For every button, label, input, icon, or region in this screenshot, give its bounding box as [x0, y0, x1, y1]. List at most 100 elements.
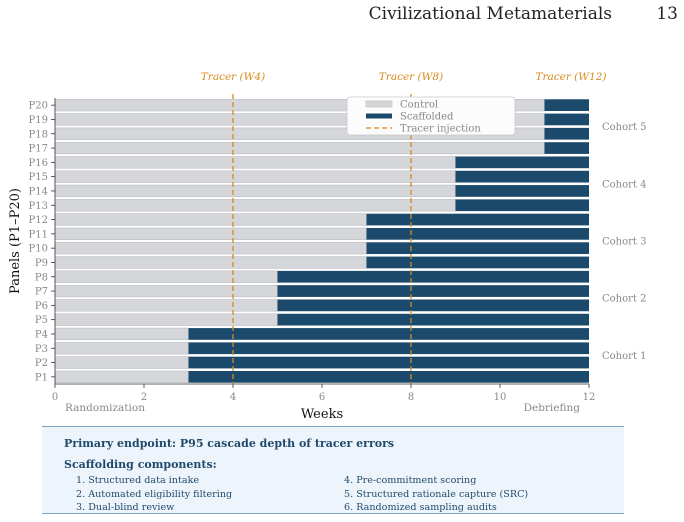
y-tick-label: P3 [35, 344, 48, 355]
cohort-label: Cohort 5 [602, 122, 646, 133]
scaffolded-bar [544, 127, 589, 140]
legend-label: Tracer injection [400, 124, 481, 135]
cohort-label: Cohort 3 [602, 237, 646, 248]
control-bar [54, 241, 367, 255]
components-heading: Scaffolding components: [64, 458, 217, 471]
control-bar [54, 356, 189, 369]
y-tick-label: P8 [35, 272, 48, 283]
scaffolded-bar [277, 299, 589, 312]
scaffolded-bar [544, 99, 589, 112]
scaffolded-bar [455, 156, 589, 169]
control-bar [54, 141, 545, 155]
bars [54, 98, 589, 384]
y-tick-label: P19 [29, 115, 48, 126]
control-bar [54, 156, 456, 169]
y-tick-label: P2 [35, 358, 48, 369]
cohort-label: Cohort 2 [602, 294, 646, 305]
phase-label-start: Randomization [65, 402, 145, 414]
control-bar [54, 299, 278, 312]
cohort-label: Cohort 4 [602, 179, 646, 190]
control-bar [54, 342, 189, 355]
control-bar [54, 256, 367, 269]
y-tick-label: P10 [29, 244, 48, 255]
tracer-label: Tracer (W4) [201, 71, 265, 83]
component-item: 5. Structured rationale capture (SRC) [344, 488, 529, 500]
component-item: 4. Pre-commitment scoring [344, 475, 477, 486]
scaffolded-bar [455, 199, 589, 212]
scaffolded-bar [366, 242, 589, 255]
control-bar [54, 313, 278, 326]
x-tick-label: 8 [408, 392, 414, 403]
tracer-labels: Tracer (W4) Tracer (W8) Tracer (W12) [201, 71, 607, 83]
y-tick-label: P11 [29, 229, 48, 240]
y-tick-label: P16 [29, 158, 48, 169]
tracer-label: Tracer (W8) [379, 71, 443, 83]
scaffolded-bar [277, 313, 589, 326]
control-bar [54, 370, 189, 384]
scaffolded-bar [455, 170, 589, 183]
scaffolded-bar [188, 328, 589, 340]
y-tick-label: P20 [29, 101, 48, 112]
legend-swatch-control [365, 100, 393, 108]
study-info-box: Primary endpoint: P95 cascade depth of t… [42, 426, 624, 514]
page-header: Civilizational Metamaterials 13 [0, 0, 684, 30]
y-tick-label: P5 [35, 315, 48, 326]
scaffolded-bar [544, 142, 589, 154]
phase-label-end: Debriefing [524, 402, 581, 414]
y-tick-label: P6 [35, 301, 48, 312]
y-tick-label: P9 [35, 258, 48, 269]
legend-label: Scaffolded [400, 112, 454, 123]
x-axis-title: Weeks [301, 407, 343, 422]
x-tick-label: 12 [583, 392, 596, 403]
control-bar [54, 327, 189, 341]
x-tick-label: 6 [319, 392, 325, 403]
scaffolded-bar [188, 356, 589, 369]
primary-endpoint: Primary endpoint: P95 cascade depth of t… [64, 437, 395, 450]
control-bar [54, 284, 278, 298]
axes: 0 2 4 6 8 10 12 P1 P2 P3 P4 P5 P6 P7 P8 P9 P10 P11 P12 P13 P… [8, 98, 595, 422]
y-tick-label: P4 [35, 329, 48, 340]
scaffolded-bar [188, 342, 589, 355]
running-title: Civilizational Metamaterials [368, 4, 612, 24]
scaffolded-bar [455, 185, 589, 197]
y-tick-label: P7 [35, 287, 48, 298]
control-bar [54, 184, 456, 198]
y-tick-label: P17 [29, 144, 48, 155]
component-item: 2. Automated eligibility filtering [76, 488, 233, 500]
scaffolded-bar [277, 285, 589, 297]
legend-swatch-scaffolded [366, 113, 392, 119]
component-item: 6. Randomized sampling audits [344, 502, 497, 513]
y-tick-label: P14 [29, 186, 48, 197]
x-tick-label: 4 [230, 392, 236, 403]
x-tick-label: 0 [52, 392, 58, 403]
panel-timeline-chart: Tracer (W4) Tracer (W8) Tracer (W12) 0 2 4 6 8… [8, 71, 646, 422]
scaffolded-bar [366, 256, 589, 269]
x-tick-label: 2 [141, 392, 147, 403]
scaffolded-bar [277, 270, 589, 283]
control-bar [54, 170, 456, 183]
y-tick-label: P15 [29, 172, 48, 183]
y-tick-label: P1 [35, 372, 48, 383]
scaffolded-bar [544, 113, 589, 126]
y-tick-label: P12 [29, 215, 48, 226]
x-tick-label: 10 [494, 392, 507, 403]
page-number: 13 [656, 4, 678, 24]
tracer-lines [232, 94, 412, 384]
control-bar [54, 227, 367, 241]
cohort-label: Cohort 1 [602, 351, 646, 362]
tracer-label: Tracer (W12) [535, 71, 606, 83]
y-tick-label: P18 [29, 129, 48, 140]
scaffolded-bar [188, 370, 589, 383]
component-item: 1. Structured data intake [76, 475, 200, 486]
y-tick-label: P13 [29, 201, 48, 212]
components-list: 1. Structured data intake 2. Automated e… [64, 474, 602, 514]
legend-label: Control [400, 100, 438, 111]
control-bar [54, 199, 456, 212]
cohort-labels: Cohort 1 Cohort 2 Cohort 3 Cohort 4 Cohort 5 [602, 122, 646, 362]
component-item: 3. Dual-blind review [76, 502, 175, 513]
scaffolded-bar [366, 227, 589, 240]
scaffolded-bar [366, 213, 589, 226]
y-axis-title: Panels (P1–P20) [8, 188, 23, 294]
control-bar [54, 270, 278, 283]
